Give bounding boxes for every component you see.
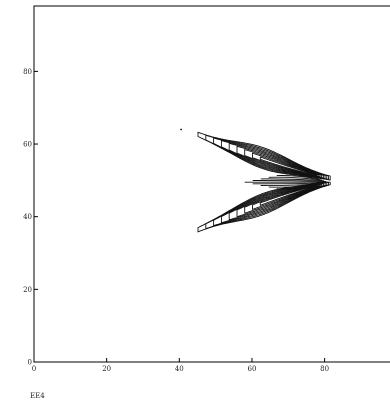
y-tick-label: 80: [23, 68, 32, 76]
contour-line: [259, 156, 318, 176]
x-tick-label: 80: [320, 365, 329, 373]
contour-line: [197, 131, 331, 181]
contour-line: [197, 181, 331, 233]
contour-line: [228, 142, 324, 179]
x-tick-label: 20: [102, 365, 111, 373]
y-tick-label: 20: [23, 286, 32, 294]
isolated-contour-point: [180, 128, 183, 131]
y-tick-label: 40: [23, 213, 32, 221]
contour-line: [205, 181, 329, 230]
contour-line: [260, 183, 324, 186]
contour-line: [244, 149, 321, 178]
x-tick-label: 60: [247, 365, 256, 373]
contour-line: [276, 184, 320, 190]
x-tick-label: 40: [175, 365, 184, 373]
y-tick-label: 60: [23, 141, 32, 149]
contour-line: [260, 178, 324, 182]
contour-lines: [180, 128, 331, 233]
contour-line: [268, 183, 322, 188]
y-tick-label: 0: [28, 359, 32, 367]
contour-line: [268, 176, 322, 181]
contour-line: [252, 152, 319, 177]
axes: 0 20 40 60 80 0 20 40 60 80: [23, 5, 390, 373]
contour-line: [213, 137, 328, 180]
contour-line: [236, 145, 323, 178]
x-tick-label: 0: [32, 365, 36, 373]
contour-line: [252, 180, 327, 182]
contour-line: [220, 140, 326, 179]
contour-line: [276, 175, 320, 180]
contour-line: [205, 134, 329, 180]
plot-frame: [33, 5, 390, 363]
contour-line: [252, 182, 327, 185]
figure-caption: EE4: [30, 392, 45, 400]
